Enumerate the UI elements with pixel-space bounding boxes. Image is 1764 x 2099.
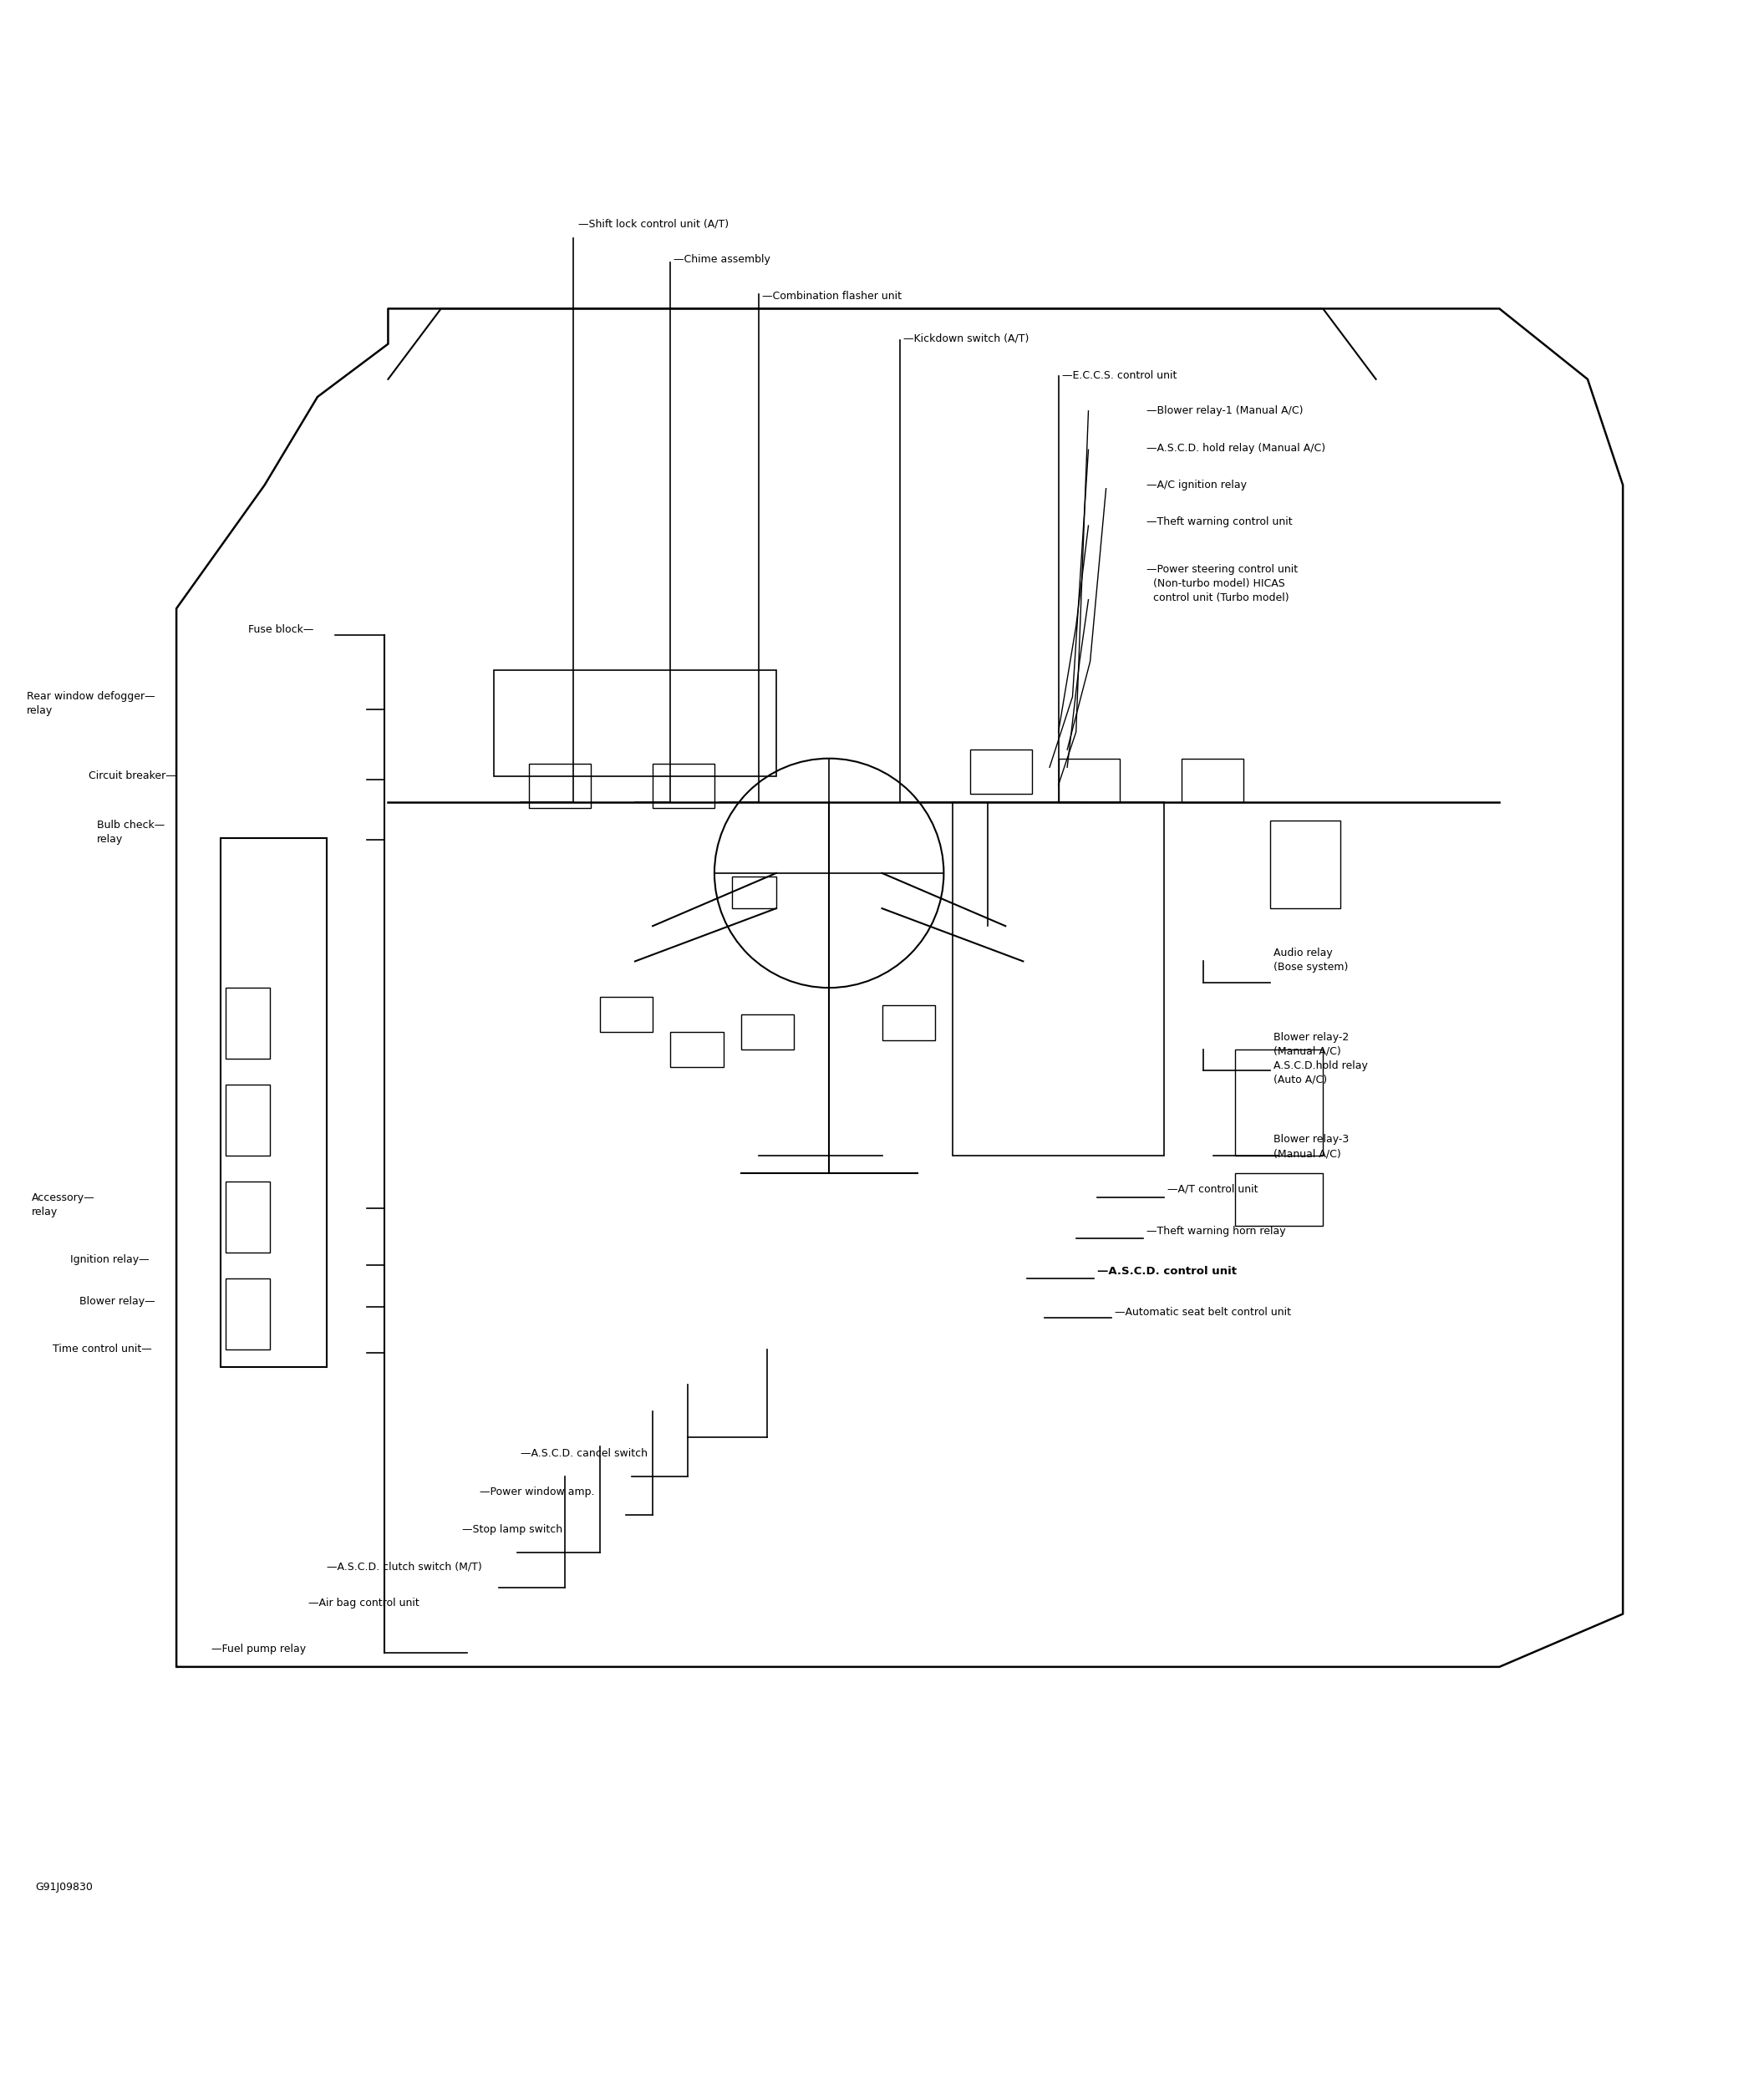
Text: —Kickdown switch (A/T): —Kickdown switch (A/T) (903, 334, 1028, 344)
Text: Rear window defogger—
relay: Rear window defogger— relay (26, 691, 155, 716)
Bar (741, 1014, 794, 1050)
Text: —A/C ignition relay: —A/C ignition relay (1147, 479, 1247, 491)
Bar (970, 749, 1032, 793)
Bar (226, 1182, 270, 1253)
Bar (732, 877, 776, 909)
Text: —Chime assembly: —Chime assembly (674, 254, 771, 264)
Text: —A.S.C.D. hold relay (Manual A/C): —A.S.C.D. hold relay (Manual A/C) (1147, 443, 1325, 453)
Bar (653, 764, 714, 808)
Text: Time control unit—: Time control unit— (53, 1343, 152, 1354)
Text: Audio relay
(Bose system): Audio relay (Bose system) (1274, 947, 1348, 972)
Text: —Stop lamp switch: —Stop lamp switch (462, 1524, 563, 1534)
Text: —Fuel pump relay: —Fuel pump relay (212, 1644, 307, 1654)
Text: Blower relay-2
(Manual A/C)
A.S.C.D.hold relay
(Auto A/C): Blower relay-2 (Manual A/C) A.S.C.D.hold… (1274, 1033, 1367, 1085)
Bar (953, 802, 1164, 1154)
Text: —Power steering control unit
  (Non-turbo model) HICAS
  control unit (Turbo mod: —Power steering control unit (Non-turbo … (1147, 565, 1298, 605)
Bar (882, 1005, 935, 1041)
Bar (1235, 1173, 1323, 1226)
Bar (670, 1033, 723, 1066)
Text: —Theft warning horn relay: —Theft warning horn relay (1147, 1226, 1286, 1236)
Bar (226, 1085, 270, 1154)
Text: Fuse block—: Fuse block— (249, 623, 314, 636)
Bar (226, 1278, 270, 1350)
Text: —A.S.C.D. clutch switch (M/T): —A.S.C.D. clutch switch (M/T) (326, 1562, 482, 1572)
Text: —Combination flasher unit: —Combination flasher unit (762, 292, 901, 302)
Text: Blower relay—: Blower relay— (79, 1297, 155, 1308)
Text: —Blower relay-1 (Manual A/C): —Blower relay-1 (Manual A/C) (1147, 405, 1304, 416)
Text: —A/T control unit: —A/T control unit (1168, 1184, 1258, 1194)
Bar (1182, 758, 1244, 802)
Bar (600, 997, 653, 1033)
Bar (494, 670, 776, 777)
Text: —Theft warning control unit: —Theft warning control unit (1147, 516, 1293, 527)
Bar (529, 764, 591, 808)
Text: Blower relay-3
(Manual A/C): Blower relay-3 (Manual A/C) (1274, 1133, 1349, 1159)
Text: Ignition relay—: Ignition relay— (71, 1253, 150, 1266)
Bar (226, 989, 270, 1058)
Bar (1058, 758, 1120, 802)
Text: —Air bag control unit: —Air bag control unit (309, 1597, 420, 1608)
Text: —A.S.C.D. cancel switch: —A.S.C.D. cancel switch (520, 1448, 647, 1459)
Text: —A.S.C.D. control unit: —A.S.C.D. control unit (1097, 1266, 1237, 1276)
Text: —Shift lock control unit (A/T): —Shift lock control unit (A/T) (579, 218, 729, 229)
Text: —Power window amp.: —Power window amp. (480, 1486, 594, 1499)
Text: —E.C.C.S. control unit: —E.C.C.S. control unit (1062, 369, 1177, 382)
Bar (1235, 1050, 1323, 1154)
Bar (220, 838, 326, 1366)
Text: Accessory—
relay: Accessory— relay (32, 1192, 95, 1217)
Bar (1270, 821, 1341, 909)
Text: —Automatic seat belt control unit: —Automatic seat belt control unit (1115, 1308, 1291, 1318)
Text: Bulb check—
relay: Bulb check— relay (97, 821, 164, 846)
Text: G91J09830: G91J09830 (35, 1883, 93, 1893)
Text: Circuit breaker—: Circuit breaker— (88, 770, 176, 781)
